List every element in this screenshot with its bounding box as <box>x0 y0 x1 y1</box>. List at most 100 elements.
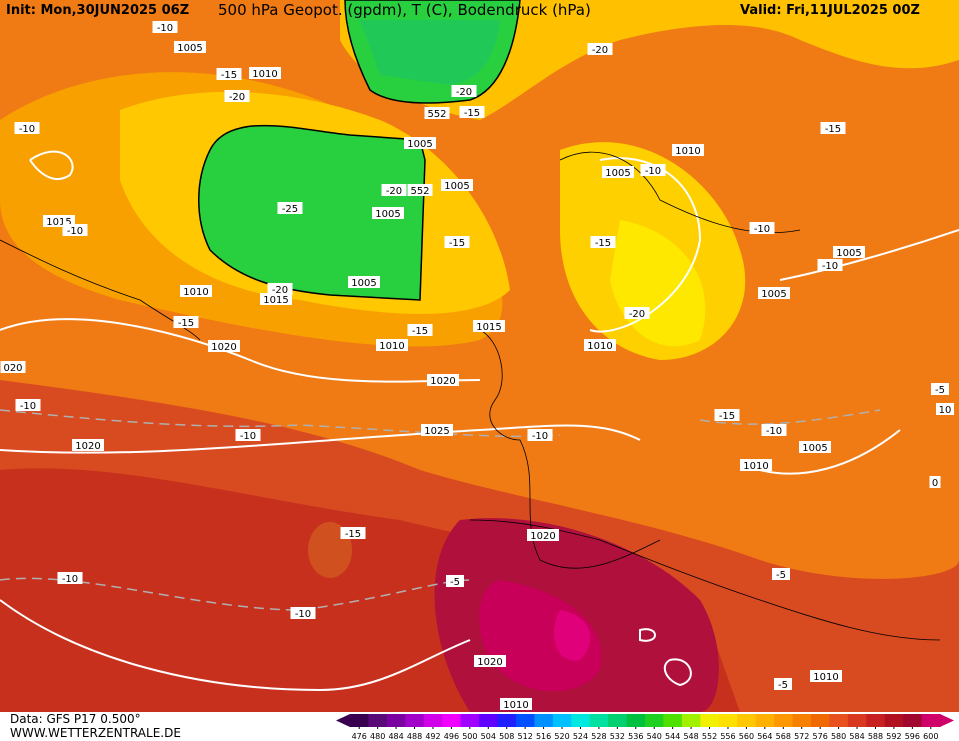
label-box <box>381 184 407 196</box>
contour-label: -15 <box>595 238 611 249</box>
contour-label: -20 <box>229 92 245 103</box>
contour-label: 1005 <box>407 139 432 150</box>
cb-tick-label: 548 <box>683 732 698 741</box>
init-time: Init: Mon,30JUN2025 06Z <box>6 3 189 18</box>
cb-tick-label: 564 <box>757 732 772 741</box>
cb-swatch <box>405 714 425 727</box>
contour-label: 0 <box>932 478 938 489</box>
label-box <box>672 144 704 156</box>
cb-tick-label: 480 <box>370 732 385 741</box>
contour-label: -25 <box>282 204 298 215</box>
contour-label: -15 <box>221 70 237 81</box>
label-box <box>376 339 408 351</box>
cb-tick-label: 580 <box>831 732 846 741</box>
cb-swatch <box>718 714 738 727</box>
contour-label: -20 <box>629 309 645 320</box>
contour-label: 1010 <box>503 700 528 711</box>
label-box <box>180 285 212 297</box>
contour-label: -15 <box>464 108 480 119</box>
contour-label: 1020 <box>75 441 100 452</box>
cb-tick-label: 576 <box>813 732 828 741</box>
label-box <box>173 316 199 328</box>
label-box <box>407 184 433 196</box>
label-box <box>799 441 831 453</box>
contour-label: -10 <box>67 226 83 237</box>
label-box <box>446 575 464 587</box>
contour-label: 1010 <box>743 461 768 472</box>
cb-tick-label: 596 <box>905 732 920 741</box>
label-box <box>57 572 83 584</box>
label-box <box>714 409 740 421</box>
label-box <box>427 374 459 386</box>
contour-label: -10 <box>295 609 311 620</box>
label-box <box>249 67 281 79</box>
contour-label: -15 <box>345 529 361 540</box>
label-box <box>14 122 40 134</box>
label-box <box>174 41 206 53</box>
contour-label: 552 <box>410 186 429 197</box>
data-source: Data: GFS P17 0.500° <box>10 712 141 726</box>
cb-swatch <box>515 714 535 727</box>
label-box <box>404 137 436 149</box>
cb-swatch <box>847 714 867 727</box>
label-box <box>931 383 949 395</box>
label-box <box>441 179 473 191</box>
cb-tick-label: 520 <box>554 732 569 741</box>
cb-swatch <box>755 714 775 727</box>
cb-tick-label: 572 <box>794 732 809 741</box>
contour-label: 1025 <box>424 426 449 437</box>
label-box <box>772 568 790 580</box>
label-box <box>740 459 772 471</box>
label-box <box>587 43 613 55</box>
contour-label: -10 <box>645 166 661 177</box>
contour-label: -10 <box>822 261 838 272</box>
contour-label: -15 <box>178 318 194 329</box>
cb-tick-label: 536 <box>628 732 643 741</box>
label-box <box>277 202 303 214</box>
contour-label: 1015 <box>263 295 288 306</box>
label-box <box>602 166 634 178</box>
cb-tick-label: 588 <box>868 732 883 741</box>
isobars <box>0 150 959 692</box>
contour-label: 020 <box>3 363 22 374</box>
cb-tick-label: 556 <box>720 732 735 741</box>
contour-label: -5 <box>778 680 788 691</box>
cb-swatch <box>589 714 609 727</box>
contour-label: 1005 <box>177 43 202 54</box>
label-box <box>624 307 650 319</box>
label-box <box>936 403 954 415</box>
cb-swatch <box>479 714 498 727</box>
label-box <box>421 424 453 436</box>
label-box <box>424 107 450 119</box>
cb-tick-label: 500 <box>462 732 477 741</box>
label-box <box>459 106 485 118</box>
cb-swatch <box>866 714 886 727</box>
label-box <box>290 607 316 619</box>
contour-label: 10 <box>939 405 952 416</box>
contour-label: 1010 <box>252 69 277 80</box>
cb-swatch <box>350 714 369 727</box>
label-box <box>500 698 532 710</box>
cb-swatch <box>737 714 757 727</box>
label-box <box>216 68 242 80</box>
cb-swatch <box>368 714 388 727</box>
label-box <box>235 429 261 441</box>
cb-tick-label: 600 <box>923 732 938 741</box>
cb-tick-label: 560 <box>739 732 754 741</box>
label-box <box>348 276 380 288</box>
cb-tick-label: 528 <box>591 732 606 741</box>
contour-label: 1005 <box>605 168 630 179</box>
contour-label: -10 <box>157 23 173 34</box>
cb-swatch <box>645 714 664 727</box>
cb-swatch <box>810 714 830 727</box>
contour-label: 1015 <box>46 217 71 228</box>
label-box <box>62 224 88 236</box>
contour-label: -20 <box>272 285 288 296</box>
contour-label: 1010 <box>813 672 838 683</box>
contour-label: -5 <box>776 570 786 581</box>
label-box <box>820 122 846 134</box>
label-box <box>929 476 941 488</box>
contour-label: 1015 <box>476 322 501 333</box>
contour-label: -15 <box>719 411 735 422</box>
label-box <box>640 164 666 176</box>
